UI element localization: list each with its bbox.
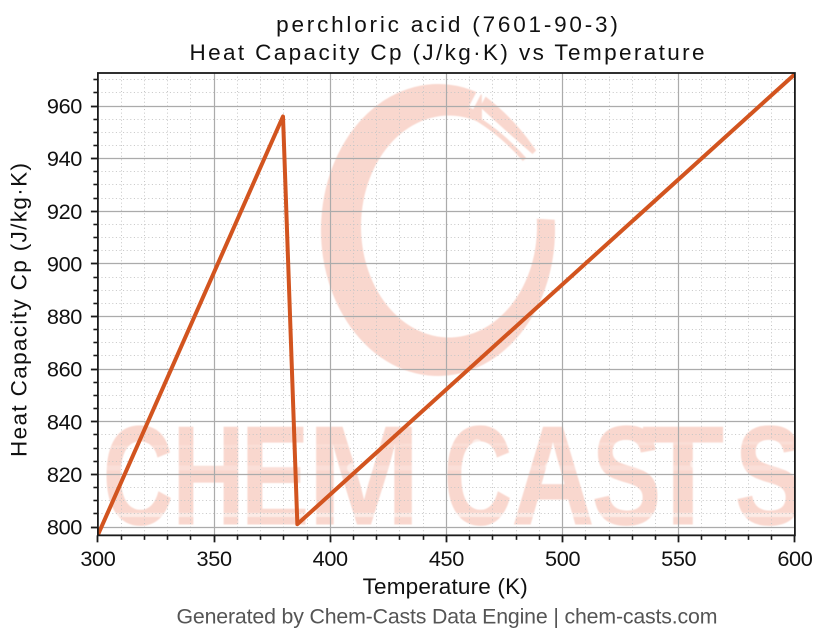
- svg-text:860: 860: [47, 357, 82, 382]
- svg-text:M: M: [307, 397, 421, 556]
- svg-text:920: 920: [47, 199, 82, 224]
- svg-text:H: H: [172, 397, 245, 556]
- svg-text:800: 800: [47, 515, 82, 540]
- svg-text:Generated by Chem-Casts Data E: Generated by Chem-Casts Data Engine | ch…: [177, 605, 718, 629]
- svg-text:Temperature (K): Temperature (K): [363, 574, 528, 599]
- svg-text:550: 550: [661, 546, 696, 571]
- svg-text:perchloric acid (7601-90-3): perchloric acid (7601-90-3): [276, 12, 618, 37]
- svg-text:C: C: [444, 397, 513, 556]
- svg-text:940: 940: [47, 146, 82, 171]
- svg-text:E: E: [241, 397, 310, 556]
- svg-text:A: A: [511, 397, 595, 556]
- svg-text:900: 900: [47, 252, 82, 277]
- svg-text:880: 880: [47, 304, 82, 329]
- svg-text:450: 450: [429, 546, 464, 571]
- svg-text:Heat Capacity Cp (J/kg·K): Heat Capacity Cp (J/kg·K): [7, 163, 32, 457]
- svg-text:960: 960: [47, 94, 82, 119]
- svg-text:840: 840: [47, 409, 82, 434]
- svg-text:350: 350: [197, 546, 232, 571]
- svg-text:C: C: [103, 397, 174, 556]
- svg-text:Heat Capacity Cp (J/kg·K) vs T: Heat Capacity Cp (J/kg·K) vs Temperature: [189, 40, 704, 65]
- svg-text:300: 300: [80, 546, 115, 571]
- svg-text:400: 400: [313, 546, 348, 571]
- svg-text:820: 820: [47, 462, 82, 487]
- svg-text:600: 600: [777, 546, 812, 571]
- svg-text:500: 500: [545, 546, 580, 571]
- svg-text:T: T: [642, 397, 725, 556]
